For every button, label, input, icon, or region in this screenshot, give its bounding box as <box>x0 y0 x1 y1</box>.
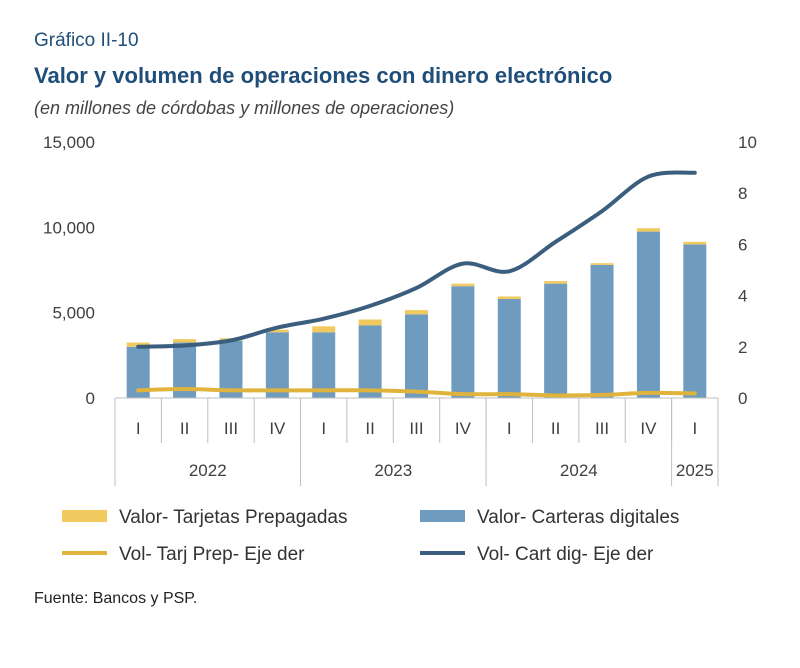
y-right-tick-label: 0 <box>738 389 747 408</box>
x-group-label: 2022 <box>189 461 227 480</box>
bar-valor-tarjetas-prepagadas <box>405 310 428 315</box>
x-tick-label: III <box>409 419 423 438</box>
chart-title: Valor y volumen de operaciones con diner… <box>34 63 613 88</box>
x-tick-label: I <box>507 419 512 438</box>
bar-valor-tarjetas-prepagadas <box>312 326 336 333</box>
x-tick-label: I <box>136 419 141 438</box>
x-tick-label: II <box>180 419 189 438</box>
source-note: Fuente: Bancos y PSP. <box>34 590 198 607</box>
x-group-label: 2023 <box>374 461 412 480</box>
bar-valor-tarjetas-prepagadas <box>683 241 707 245</box>
y-left-tick-label: 0 <box>86 389 95 408</box>
y-left-tick-label: 5,000 <box>52 304 95 323</box>
bar-valor-tarjetas-prepagadas <box>590 263 614 265</box>
y-right-tick-label: 2 <box>738 338 747 357</box>
legend-valor-carteras-digitales-swatch <box>420 510 465 522</box>
bar-valor-tarjetas-prepagadas <box>636 228 660 232</box>
bar-valor-carteras-digitales <box>451 286 475 398</box>
x-group-label: 2025 <box>676 461 714 480</box>
chart-subtitle: (en millones de córdobas y millones de o… <box>34 98 455 118</box>
figure-label: Gráfico II-10 <box>34 30 139 51</box>
legend-valor-tarjetas-prepagadas-label: Valor- Tarjetas Prepagadas <box>119 507 347 528</box>
bar-valor-carteras-digitales <box>265 332 289 398</box>
bar-valor-carteras-digitales <box>358 325 382 398</box>
legend-vol-cart-dig-eje-der-label: Vol- Cart dig- Eje der <box>477 544 654 565</box>
bar-valor-tarjetas-prepagadas <box>497 296 521 300</box>
x-tick-label: II <box>551 419 560 438</box>
x-tick-label: I <box>321 419 326 438</box>
bar-valor-tarjetas-prepagadas <box>358 319 382 326</box>
x-tick-label: IV <box>269 419 286 438</box>
y-right-tick-label: 10 <box>738 133 757 152</box>
y-right-tick-label: 8 <box>738 184 747 203</box>
x-tick-label: II <box>365 419 374 438</box>
bar-valor-tarjetas-prepagadas <box>544 281 568 284</box>
bar-valor-carteras-digitales <box>312 332 336 398</box>
legend-valor-tarjetas-prepagadas-swatch <box>62 510 107 522</box>
bar-valor-carteras-digitales <box>544 283 568 398</box>
bar-valor-tarjetas-prepagadas <box>126 342 150 347</box>
bar-valor-carteras-digitales <box>497 299 521 398</box>
legend-valor-carteras-digitales-label: Valor- Carteras digitales <box>477 507 679 528</box>
y-left-tick-label: 10,000 <box>43 218 95 237</box>
x-tick-label: IV <box>640 419 657 438</box>
x-tick-label: III <box>595 419 609 438</box>
bar-valor-tarjetas-prepagadas <box>451 283 475 287</box>
bar-valor-carteras-digitales <box>173 342 197 398</box>
bar-valor-carteras-digitales <box>636 231 660 398</box>
y-left-tick-label: 15,000 <box>43 133 95 152</box>
x-group-label: 2024 <box>560 461 598 480</box>
y-right-tick-label: 4 <box>738 287 747 306</box>
legend-vol-tarj-prep-eje-der-label: Vol- Tarj Prep- Eje der <box>119 544 305 565</box>
bar-valor-carteras-digitales <box>590 264 614 398</box>
bar-valor-carteras-digitales <box>683 244 707 398</box>
bar-valor-tarjetas-prepagadas <box>173 339 197 343</box>
bar-valor-carteras-digitales <box>405 314 428 398</box>
y-right-tick-label: 6 <box>738 235 747 254</box>
bar-valor-tarjetas-prepagadas <box>265 329 289 333</box>
bar-valor-carteras-digitales <box>219 340 243 398</box>
bar-valor-carteras-digitales <box>126 346 150 398</box>
x-tick-label: III <box>224 419 238 438</box>
line-vol-cart-dig-eje-der <box>136 170 697 349</box>
line-vol-tarj-prep-eje-der <box>136 387 697 398</box>
x-tick-label: IV <box>455 419 472 438</box>
x-tick-label: I <box>692 419 697 438</box>
